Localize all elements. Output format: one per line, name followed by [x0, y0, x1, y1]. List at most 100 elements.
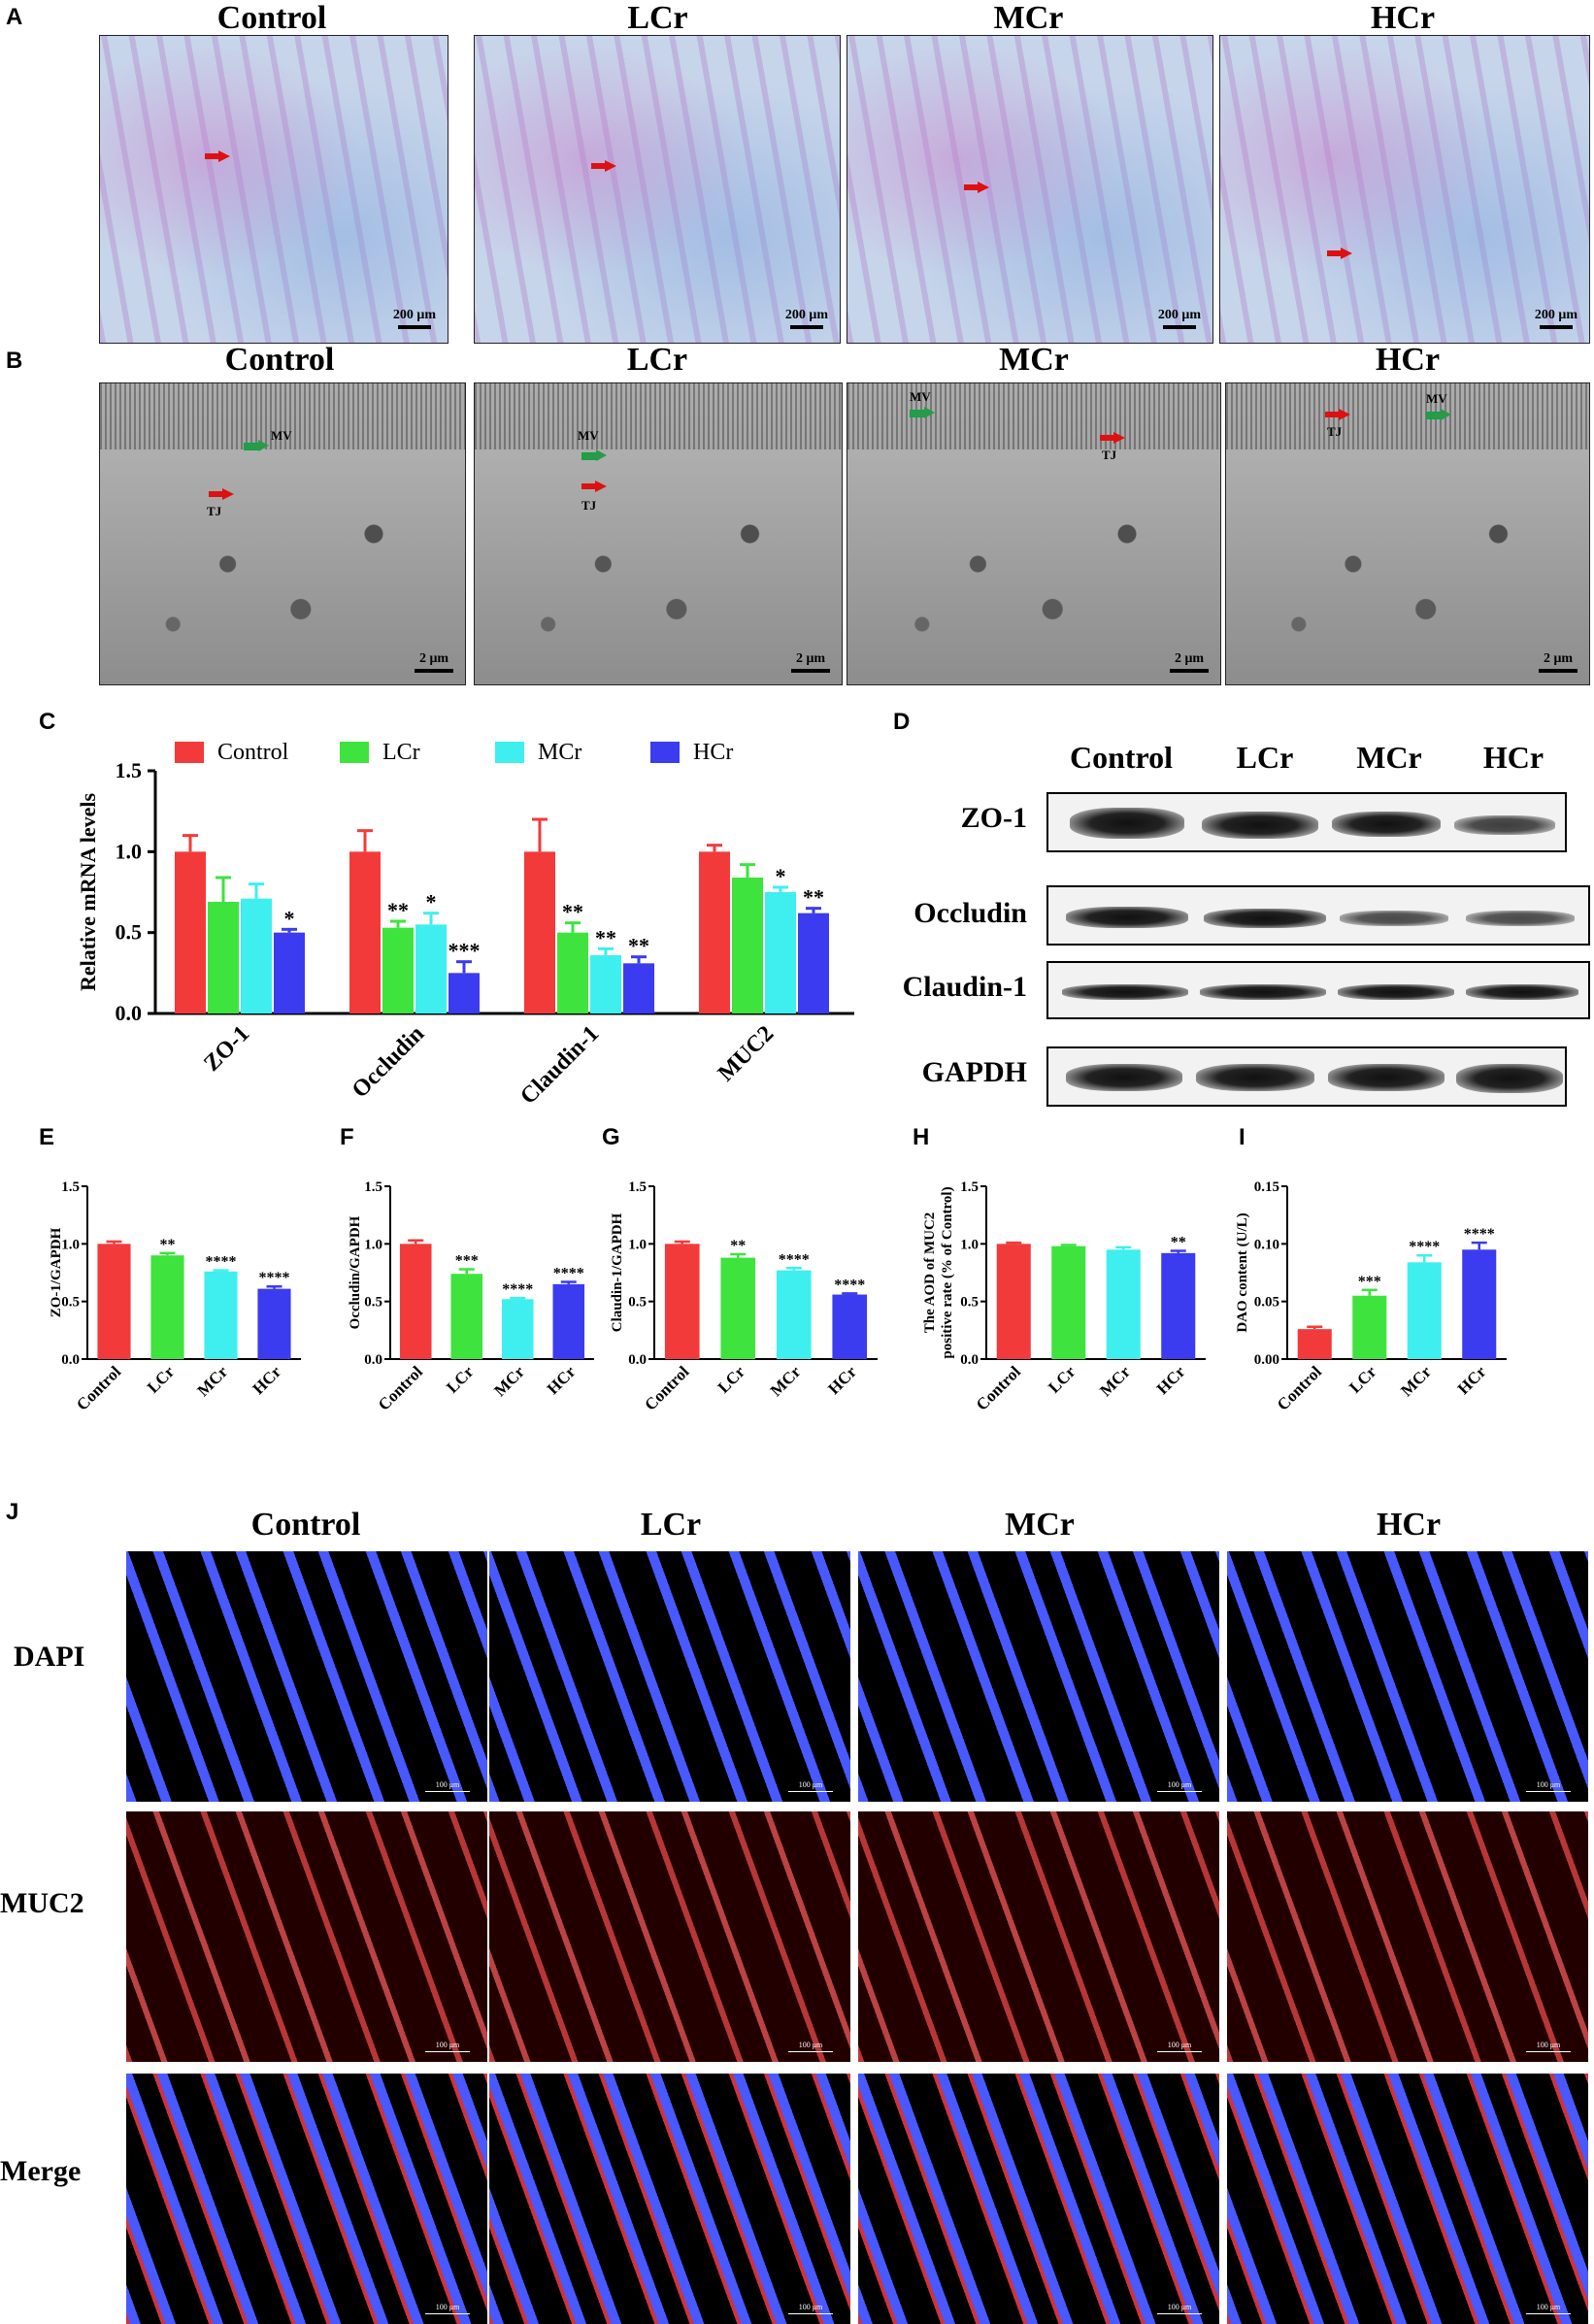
panel-b-title-hcr: HCr — [1375, 342, 1441, 378]
red-arrow-icon — [209, 488, 234, 500]
significance-label: ** — [730, 1238, 746, 1254]
significance-label: *** — [448, 939, 481, 963]
legend-swatch — [495, 742, 524, 763]
histology-image-mcr: 200 μm — [847, 35, 1213, 344]
y-tick-label: 1.0 — [116, 839, 143, 863]
significance-label: **** — [502, 1281, 533, 1298]
fluorescence-image-muc2-lcr: 100 μm — [489, 1811, 850, 2062]
scale-bar: 100 μm — [425, 1780, 470, 1792]
blot-claudin1 — [1046, 961, 1590, 1019]
y-tick-label: 0.00 — [1254, 1352, 1279, 1368]
panel-j-title-mcr: MCr — [1005, 1507, 1075, 1543]
blot-zo1 — [1046, 792, 1567, 852]
green-arrow-icon — [1426, 409, 1451, 420]
panel-a-title-hcr: HCr — [1370, 0, 1436, 36]
x-tick-label: Claudin-1 — [515, 1021, 604, 1110]
significance-label: ** — [628, 934, 649, 958]
bar — [765, 892, 796, 1013]
scale-bar: 100 μm — [1157, 2041, 1202, 2052]
significance-label: *** — [455, 1252, 479, 1269]
blot-band — [1454, 815, 1555, 835]
mv-label: MV — [578, 428, 599, 443]
protein-label-occludin: Occludin — [913, 897, 1027, 929]
y-tick-label: 0.05 — [1254, 1295, 1279, 1311]
fluorescence-image-dapi-control: 100 μm — [126, 1551, 487, 1802]
legend-label: LCr — [382, 740, 420, 765]
blot-band — [1466, 911, 1575, 926]
y-axis-label: The AOD of MUC2 — [922, 1212, 938, 1334]
bar — [590, 955, 621, 1013]
x-tick-label: Control — [375, 1362, 426, 1413]
significance-label: **** — [259, 1270, 290, 1286]
legend-label: Control — [217, 740, 289, 765]
bar — [699, 851, 730, 1013]
x-tick-label: HCr — [1454, 1362, 1490, 1398]
significance-label: **** — [834, 1277, 865, 1293]
x-tick-label: LCr — [1045, 1362, 1079, 1397]
panel-b-title-control: Control — [224, 342, 335, 378]
y-tick-label: 0.0 — [628, 1352, 647, 1368]
row-label-merge: Merge — [0, 2155, 82, 2187]
panel-a-title-mcr: MCr — [993, 0, 1064, 36]
x-tick-label: Control — [641, 1362, 692, 1413]
x-tick-label: LCr — [443, 1362, 478, 1397]
fluorescence-image-muc2-hcr: 100 μm — [1227, 1811, 1588, 2062]
y-axis-label: DAO content (U/L) — [1235, 1212, 1250, 1332]
chart-g: 0.0 0.5 1.0 1.5 Claudin-1/GAPDH Control ** LCr *… — [610, 1179, 878, 1414]
significance-label: * — [776, 864, 786, 888]
red-arrow-icon — [1327, 248, 1352, 259]
panel-a-title-control: Control — [216, 0, 327, 36]
y-axis-label: positive rate (% of Control) — [940, 1186, 955, 1358]
y-axis-label: Occludin/GAPDH — [348, 1215, 363, 1329]
row-label-muc2: MUC2 — [0, 1887, 84, 1919]
scale-bar: 100 μm — [1157, 1780, 1202, 1792]
bar — [175, 851, 206, 1013]
significance-label: **** — [1409, 1239, 1440, 1255]
blot-band — [1200, 984, 1326, 1000]
protein-label-zo1: ZO-1 — [960, 802, 1027, 834]
mv-label: MV — [271, 428, 292, 443]
significance-label: **** — [206, 1254, 237, 1271]
x-tick-label: Control — [1274, 1362, 1325, 1413]
y-tick-label: 1.0 — [960, 1237, 979, 1252]
tj-label: TJ — [581, 498, 597, 513]
bar — [720, 1257, 756, 1359]
histology-image-lcr: 200 μm — [474, 35, 841, 344]
panel-label-a: A — [6, 4, 23, 30]
scale-bar: 100 μm — [1157, 2303, 1202, 2314]
blot-band — [1338, 984, 1454, 1000]
green-arrow-icon — [910, 407, 935, 418]
panel-b-title-lcr: LCr — [626, 342, 688, 378]
y-tick-label: 1.5 — [628, 1179, 647, 1195]
fluorescence-image-muc2-control: 100 μm — [126, 1811, 487, 2062]
bar — [1407, 1262, 1442, 1359]
significance-label: ** — [160, 1237, 176, 1253]
y-tick-label: 1.0 — [61, 1237, 80, 1252]
panel-label-i: I — [1239, 1124, 1245, 1150]
y-tick-label: 0.0 — [960, 1352, 979, 1368]
scale-bar: 100 μm — [1526, 2303, 1571, 2314]
y-tick-label: 0.5 — [628, 1295, 647, 1311]
x-tick-label: HCr — [544, 1362, 580, 1398]
panel-j-title-lcr: LCr — [640, 1507, 702, 1543]
fluorescence-image-merge-mcr: 100 μm — [858, 2074, 1219, 2324]
scale-bar: 100 μm — [1526, 1780, 1571, 1792]
bar — [557, 932, 588, 1013]
scale-bar: 100 μm — [425, 2303, 470, 2314]
protein-label-claudin1: Claudin-1 — [902, 971, 1027, 1003]
y-tick-label: 1.5 — [116, 758, 143, 782]
blot-band — [1202, 812, 1318, 839]
significance-label: * — [426, 890, 437, 914]
panel-j-title-control: Control — [250, 1507, 361, 1543]
bar — [274, 932, 305, 1013]
x-tick-label: MUC2 — [714, 1021, 779, 1086]
blot-column-control: Control — [1069, 740, 1174, 775]
x-tick-label: Control — [973, 1362, 1024, 1413]
scale-bar: 200 μm — [1158, 308, 1201, 329]
x-tick-label: HCr — [249, 1362, 285, 1398]
scale-bar: 100 μm — [425, 2041, 470, 2052]
blot-band — [1340, 911, 1448, 926]
red-arrow-icon — [591, 160, 616, 172]
significance-label: **** — [553, 1265, 584, 1281]
tj-label: TJ — [1327, 424, 1343, 439]
